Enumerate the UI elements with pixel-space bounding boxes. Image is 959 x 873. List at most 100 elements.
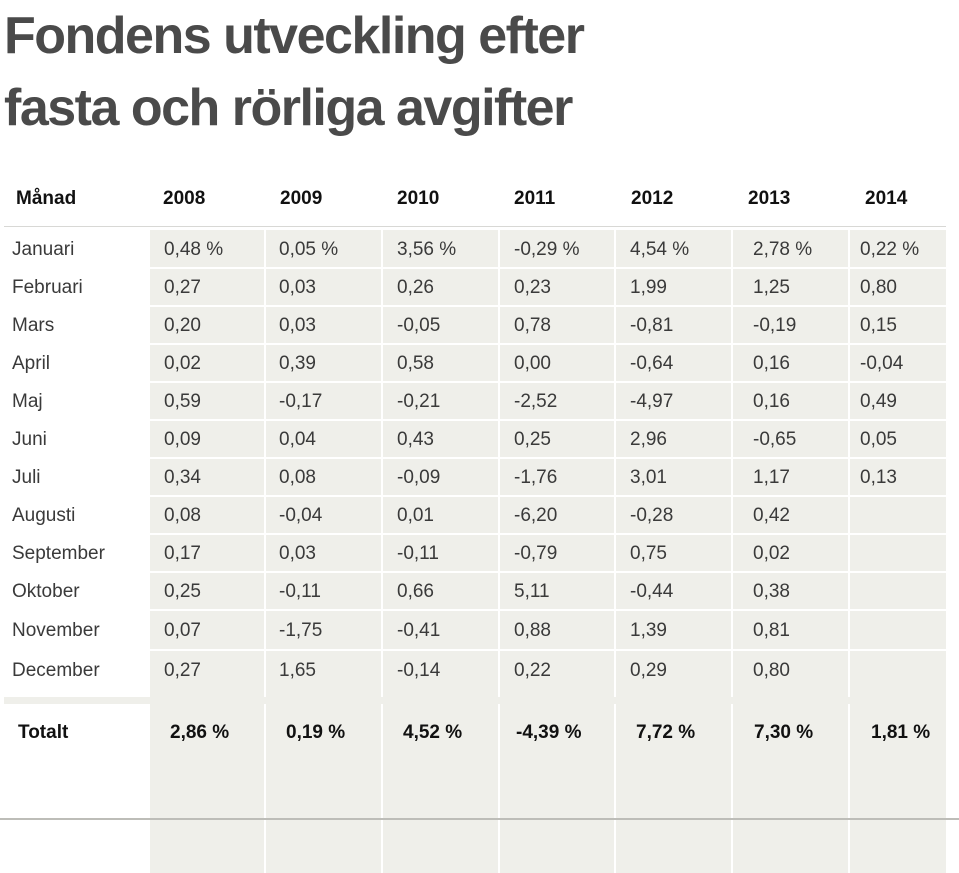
value-cell: -0,21: [397, 391, 441, 412]
value-cell: 0,15: [860, 315, 897, 336]
month-label: Januari: [12, 239, 75, 260]
value-cell: 3,01: [630, 467, 667, 488]
value-cell: 0,49: [860, 391, 897, 412]
value-cell: -0,04: [860, 353, 904, 374]
value-cell: 0,03: [279, 543, 316, 564]
header-cell: 2008: [163, 188, 206, 209]
total-value: 0,19 %: [286, 722, 346, 743]
value-cell: -0,09: [397, 467, 441, 488]
value-cell: 0,78: [514, 315, 551, 336]
column-background-2010: [383, 230, 498, 873]
value-cell: -0,64: [630, 353, 674, 374]
month-label: September: [12, 543, 105, 564]
value-cell: 0,43: [397, 429, 434, 450]
header-cell: 2014: [865, 188, 908, 209]
value-cell: 0,02: [753, 543, 790, 564]
table-header-row: [4, 182, 946, 227]
value-cell: 0,08: [164, 505, 201, 526]
total-value: 1,81 %: [871, 722, 931, 743]
value-cell: -1,76: [514, 467, 558, 488]
fund-performance-table: Månad 2008 2009 2010 2011 2012 2013 2014 Januari…: [4, 180, 946, 873]
value-cell: 3,56 %: [397, 239, 457, 260]
value-cell: 1,17: [753, 467, 790, 488]
value-cell: 0,16: [753, 391, 790, 412]
row-separator: [150, 305, 946, 307]
value-cell: 0,03: [279, 277, 316, 298]
row-separator: [150, 457, 946, 459]
value-cell: 0,16: [753, 353, 790, 374]
row-separator: [150, 571, 946, 573]
value-cell: -0,17: [279, 391, 323, 412]
value-cell: 0,20: [164, 315, 201, 336]
value-cell: -0,04: [279, 505, 323, 526]
value-cell: -1,75: [279, 620, 323, 641]
value-cell: 0,25: [514, 429, 551, 450]
value-cell: -0,44: [630, 581, 674, 602]
value-cell: -0,11: [279, 581, 321, 602]
value-cell: 2,96: [630, 429, 667, 450]
row-separator: [150, 495, 946, 497]
value-cell: -0,81: [630, 315, 674, 336]
value-cell: 0,09: [164, 429, 201, 450]
title-line-1: Fondens utveckling efter: [4, 7, 585, 65]
value-cell: 0,66: [397, 581, 434, 602]
value-cell: 0,58: [397, 353, 434, 374]
month-label: Juni: [12, 429, 47, 450]
month-label: December: [12, 660, 100, 681]
row-separator: [150, 649, 946, 651]
month-label: Februari: [12, 277, 83, 298]
row-separator: [150, 267, 946, 269]
row-separator: [150, 343, 946, 345]
column-background-2011: [500, 230, 614, 873]
value-cell: 0,04: [279, 429, 316, 450]
value-cell: 0,05: [860, 429, 897, 450]
header-cell: 2011: [514, 188, 556, 209]
value-cell: 5,11: [514, 581, 550, 602]
value-cell: -0,41: [397, 620, 441, 641]
value-cell: 0,08: [279, 467, 316, 488]
value-cell: -0,19: [753, 315, 797, 336]
value-cell: 0,01: [397, 505, 434, 526]
header-cell: 2009: [280, 188, 323, 209]
value-cell: -4,97: [630, 391, 674, 412]
value-cell: 0,13: [860, 467, 897, 488]
value-cell: 4,54 %: [630, 239, 690, 260]
column-background-2009: [266, 230, 381, 873]
value-cell: 0,81: [753, 620, 790, 641]
header-cell: 2012: [631, 188, 674, 209]
month-label: Oktober: [12, 581, 80, 602]
month-label: November: [12, 620, 100, 641]
value-cell: 1,39: [630, 620, 667, 641]
value-cell: 0,00: [514, 353, 551, 374]
total-value: 2,86 %: [170, 722, 230, 743]
value-cell: 1,25: [753, 277, 790, 298]
value-cell: 0,80: [753, 660, 790, 681]
value-cell: -0,14: [397, 660, 441, 681]
value-cell: 0,27: [164, 660, 201, 681]
value-cell: -0,65: [753, 429, 797, 450]
value-cell: 1,99: [630, 277, 667, 298]
row-separator: [150, 381, 946, 383]
row-separator: [150, 533, 946, 535]
value-cell: 0,42: [753, 505, 790, 526]
value-cell: 0,80: [860, 277, 897, 298]
value-cell: 0,29: [630, 660, 667, 681]
month-label: Juli: [12, 467, 41, 488]
value-cell: 0,03: [279, 315, 316, 336]
month-label: Mars: [12, 315, 55, 336]
value-cell: 0,75: [630, 543, 667, 564]
value-cell: 0,22: [514, 660, 551, 681]
value-cell: -0,28: [630, 505, 674, 526]
value-cell: -0,79: [514, 543, 558, 564]
value-cell: 0,07: [164, 620, 201, 641]
total-separator: [4, 697, 946, 704]
value-cell: 0,27: [164, 277, 201, 298]
value-cell: 0,59: [164, 391, 201, 412]
value-cell: 0,05 %: [279, 239, 339, 260]
total-value: 7,30 %: [754, 722, 814, 743]
value-cell: 0,23: [514, 277, 551, 298]
value-cell: -2,52: [514, 391, 558, 412]
row-separator: [150, 609, 946, 611]
value-cell: -0,05: [397, 315, 441, 336]
value-cell: -0,11: [397, 543, 439, 564]
